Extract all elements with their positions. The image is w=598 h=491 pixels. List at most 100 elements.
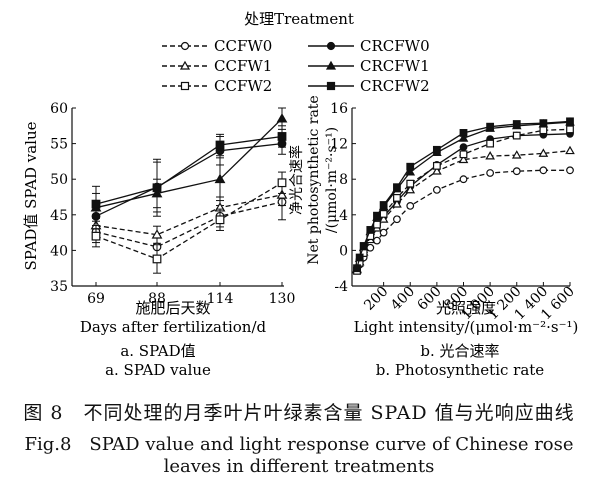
legend-item-crcfw2: CRCFW2 (308, 77, 430, 95)
spad-y-axis-label: SPAD值 SPAD value (22, 121, 40, 270)
photo-point-ccfw2 (459, 150, 468, 159)
photo-point-ccfw1 (405, 184, 416, 194)
photo-point-ccfw1 (432, 166, 442, 175)
spad-x-tick-label: 114 (207, 291, 234, 307)
photo-panel-label-en: b. Photosynthetic rate (376, 361, 545, 379)
photo-point-ccfw1 (458, 154, 469, 164)
photo-point-ccfw0 (379, 228, 388, 237)
photo-point-crcfw2 (379, 201, 388, 209)
photo-point-crcfw2 (459, 129, 468, 137)
photo-point-ccfw2 (393, 193, 401, 202)
photo-y-tick-label: 8 (339, 172, 348, 188)
spad-axes: 35 40 45 50 55 60 69 88 114 130 (50, 101, 295, 307)
photo-point-ccfw0 (406, 201, 415, 210)
figure-caption-en-line2: leaves in different treatments (163, 456, 435, 477)
photo-point-crcfw1 (405, 167, 416, 176)
photo-point-ccfw2 (373, 220, 381, 229)
spad-y-tick-label: 50 (50, 172, 68, 188)
photo-panel-label-cn: b. 光合速率 (420, 342, 499, 360)
spad-x-axis-label-cn: 施肥后天数 (135, 299, 210, 317)
spad-line-crcfw0 (95, 142, 283, 217)
photo-series (352, 117, 575, 275)
spad-series-ccfw2 (91, 171, 287, 274)
spad-y-tick-label: 40 (50, 243, 68, 259)
photo-y-tick-label: 12 (330, 137, 348, 153)
photo-point-crcfw2 (512, 120, 521, 128)
spad-panel-label-en: a. SPAD value (105, 361, 211, 379)
photo-point-ccfw1 (378, 214, 389, 223)
photo-point-ccfw1 (485, 151, 495, 160)
photo-point-crcfw2 (373, 211, 381, 220)
spad-series-crcfw0 (91, 132, 287, 228)
photo-point-crcfw2 (406, 162, 415, 171)
spad-y-tick-label: 45 (50, 208, 68, 224)
photo-x-axis-label-en: Light intensity/(μmol·m⁻²·s⁻¹) (354, 318, 579, 336)
legend-marker-crcfw2 (326, 81, 336, 91)
legend-label-ccfw1: CCFW1 (214, 57, 272, 75)
photo-series-crcfw1 (352, 117, 575, 273)
spad-point-crcfw2 (152, 183, 162, 193)
spad-point-ccfw2 (91, 231, 101, 241)
photo-series-crcfw2 (353, 117, 574, 273)
spad-y-tick-label: 55 (50, 137, 68, 153)
legend-label-crcfw1: CRCFW1 (360, 57, 430, 75)
photo-point-crcfw2 (393, 183, 401, 192)
legend-marker-crcfw1 (325, 60, 337, 70)
photo-point-ccfw0 (393, 215, 401, 224)
photo-y-tick-label: -4 (334, 279, 348, 295)
photo-point-ccfw1 (511, 150, 522, 159)
photo-point-crcfw2 (366, 226, 375, 234)
legend-marker-ccfw2 (180, 81, 190, 91)
photo-x-tick-label: 200 (361, 284, 391, 314)
photo-point-ccfw2 (512, 131, 521, 140)
photo-point-crcfw2 (539, 119, 548, 128)
legend-label-ccfw0: CCFW0 (214, 37, 272, 55)
photo-point-ccfw2 (539, 126, 548, 135)
photo-point-crcfw2 (432, 145, 441, 154)
photo-point-crcfw0 (459, 143, 468, 152)
figure-caption-en-line1: Fig.8 SPAD value and light response curv… (24, 434, 574, 455)
legend-title: 处理Treatment (244, 10, 354, 28)
spad-point-ccfw1 (276, 189, 288, 199)
spad-point-ccfw1 (151, 229, 163, 239)
spad-x-tick-label: 88 (148, 291, 166, 307)
photo-point-ccfw0 (566, 166, 574, 175)
figure-caption-cn: 图 8 不同处理的月季叶片叶绿素含量 SPAD 值与光响应曲线 (23, 402, 575, 424)
spad-line-ccfw1 (95, 194, 283, 236)
spad-point-crcfw1 (276, 113, 288, 123)
spad-point-crcfw1 (214, 173, 226, 184)
spad-x-axis-label-en: Days after fertilization/d (80, 318, 267, 336)
photo-x-axis-label-cn: 光照强度 (436, 299, 496, 317)
spad-point-crcfw2 (215, 140, 225, 150)
spad-series (90, 107, 288, 274)
photo-point-ccfw1 (392, 199, 402, 208)
spad-x-tick-label: 130 (269, 291, 296, 307)
legend-marker-ccfw0 (180, 41, 190, 51)
spad-series-crcfw2 (91, 125, 287, 217)
photo-point-ccfw1 (538, 148, 549, 157)
legend-label-crcfw2: CRCFW2 (360, 77, 430, 95)
photo-x-tick-label: 400 (388, 284, 418, 314)
photo-point-crcfw2 (566, 117, 574, 126)
legend-item-crcfw0: CRCFW0 (308, 37, 430, 55)
photo-point-ccfw0 (486, 169, 495, 177)
photo-point-ccfw2 (432, 161, 441, 170)
photo-point-ccfw0 (432, 185, 441, 194)
photo-y-tick-label: 16 (330, 101, 348, 117)
spad-line-crcfw1 (95, 118, 283, 209)
spad-line-ccfw2 (95, 182, 283, 260)
spad-point-ccfw2 (152, 254, 162, 264)
spad-point-ccfw2 (215, 215, 225, 225)
photo-y-tick-label: 0 (339, 243, 348, 259)
photo-point-crcfw2 (355, 253, 364, 262)
spad-y-tick-label: 60 (50, 101, 68, 117)
photo-y-axis-label-en: Net photosynthetic rate (306, 95, 322, 264)
spad-point-crcfw2 (91, 199, 101, 209)
photo-point-ccfw0 (512, 167, 521, 176)
photo-point-crcfw2 (359, 242, 368, 250)
photo-y-axis-label-cn: 净光合速率 (288, 145, 305, 215)
spad-point-crcfw2 (277, 132, 287, 141)
legend-marker-crcfw0 (326, 41, 336, 51)
photo-point-ccfw2 (566, 125, 574, 134)
